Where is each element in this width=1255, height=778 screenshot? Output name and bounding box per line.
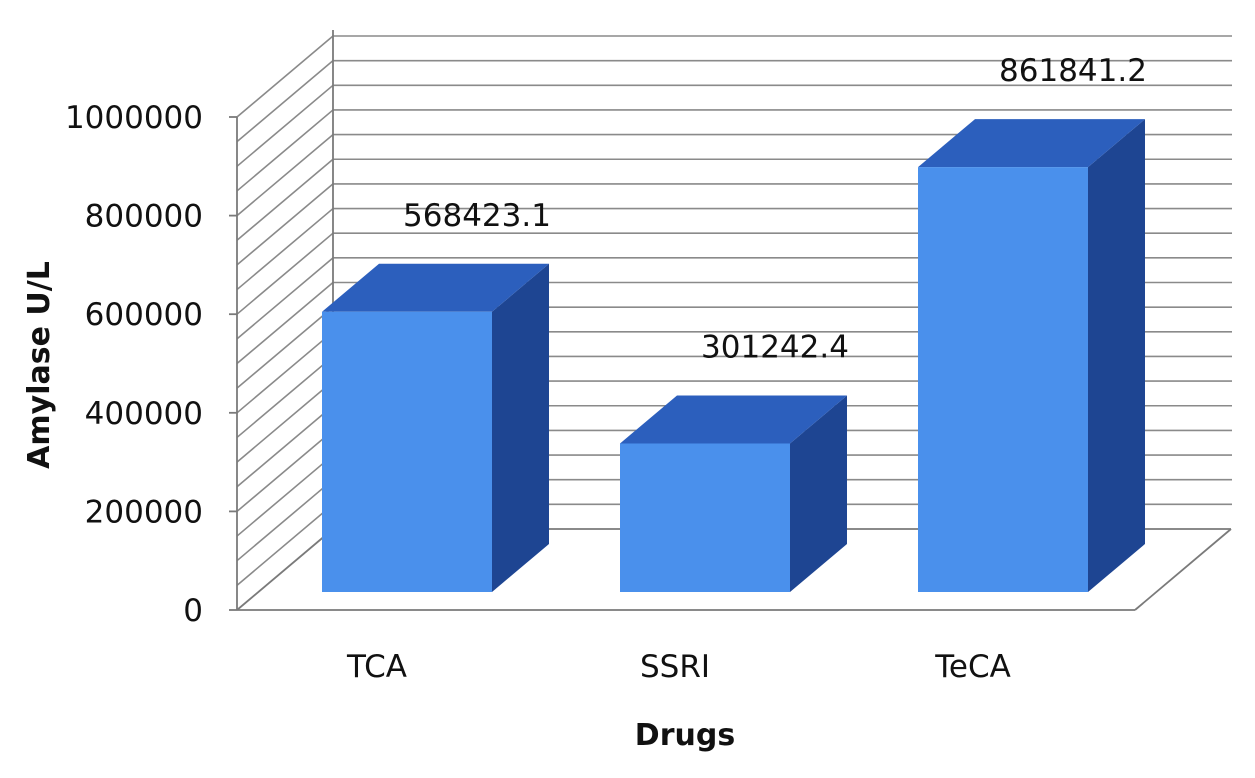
gridline-side [236, 232, 334, 315]
gridline-side [236, 479, 334, 562]
gridline-side [236, 207, 334, 291]
bar-top [620, 395, 847, 444]
gridline-side [236, 454, 334, 537]
bar-top [918, 119, 1145, 168]
gridline-side [236, 133, 334, 217]
gridline-side [236, 183, 334, 266]
data-label: 861841.2 [999, 53, 1147, 89]
x-category-label: TeCA [934, 649, 1011, 685]
x-category-label: SSRI [640, 649, 710, 685]
data-label: 301242.4 [701, 329, 849, 365]
gridline-side [236, 331, 334, 414]
bar-side [790, 395, 847, 592]
bar-front [620, 443, 790, 592]
gridline-side [236, 60, 334, 143]
gridline-side [236, 281, 334, 365]
gridline-side [236, 405, 334, 488]
gridline-side [236, 109, 334, 192]
bar-front [918, 167, 1088, 592]
x-category-label: TCA [346, 649, 407, 685]
y-tick-label: 1000000 [65, 100, 203, 136]
y-axis-title: Amylase U/L [22, 261, 57, 469]
bar-tca [322, 263, 549, 592]
bar-side [492, 263, 549, 592]
bar-teca [918, 119, 1145, 592]
bar-top [322, 263, 549, 312]
bars [322, 119, 1145, 592]
bar-side [1088, 119, 1145, 592]
y-tick-label: 800000 [85, 199, 203, 235]
floor-right-edge [1134, 528, 1232, 611]
gridline-side [236, 380, 334, 463]
y-tick-label: 400000 [85, 396, 203, 432]
bar-ssri [620, 395, 847, 592]
gridline-side [236, 158, 334, 241]
gridline-side [236, 84, 334, 167]
data-labels: 568423.1 301242.4 861841.2 [403, 53, 1147, 365]
floor-left-edge [236, 528, 334, 611]
gridline-side [236, 257, 334, 340]
x-axis-title: Drugs [635, 718, 735, 753]
bar-front [322, 311, 492, 592]
gridline-side [236, 355, 334, 439]
y-tick-label: 0 [183, 593, 203, 629]
y-tick-label: 600000 [85, 297, 203, 333]
gridline-side [236, 35, 334, 118]
gridline-side [236, 306, 334, 389]
gridline-side [236, 503, 334, 586]
y-axis-ticks: 0 200000 400000 600000 800000 1000000 [65, 100, 237, 629]
data-label: 568423.1 [403, 198, 551, 234]
x-axis-categories: TCA SSRI TeCA [346, 649, 1011, 685]
gridline-side [236, 429, 334, 513]
y-tick-label: 200000 [85, 494, 203, 530]
